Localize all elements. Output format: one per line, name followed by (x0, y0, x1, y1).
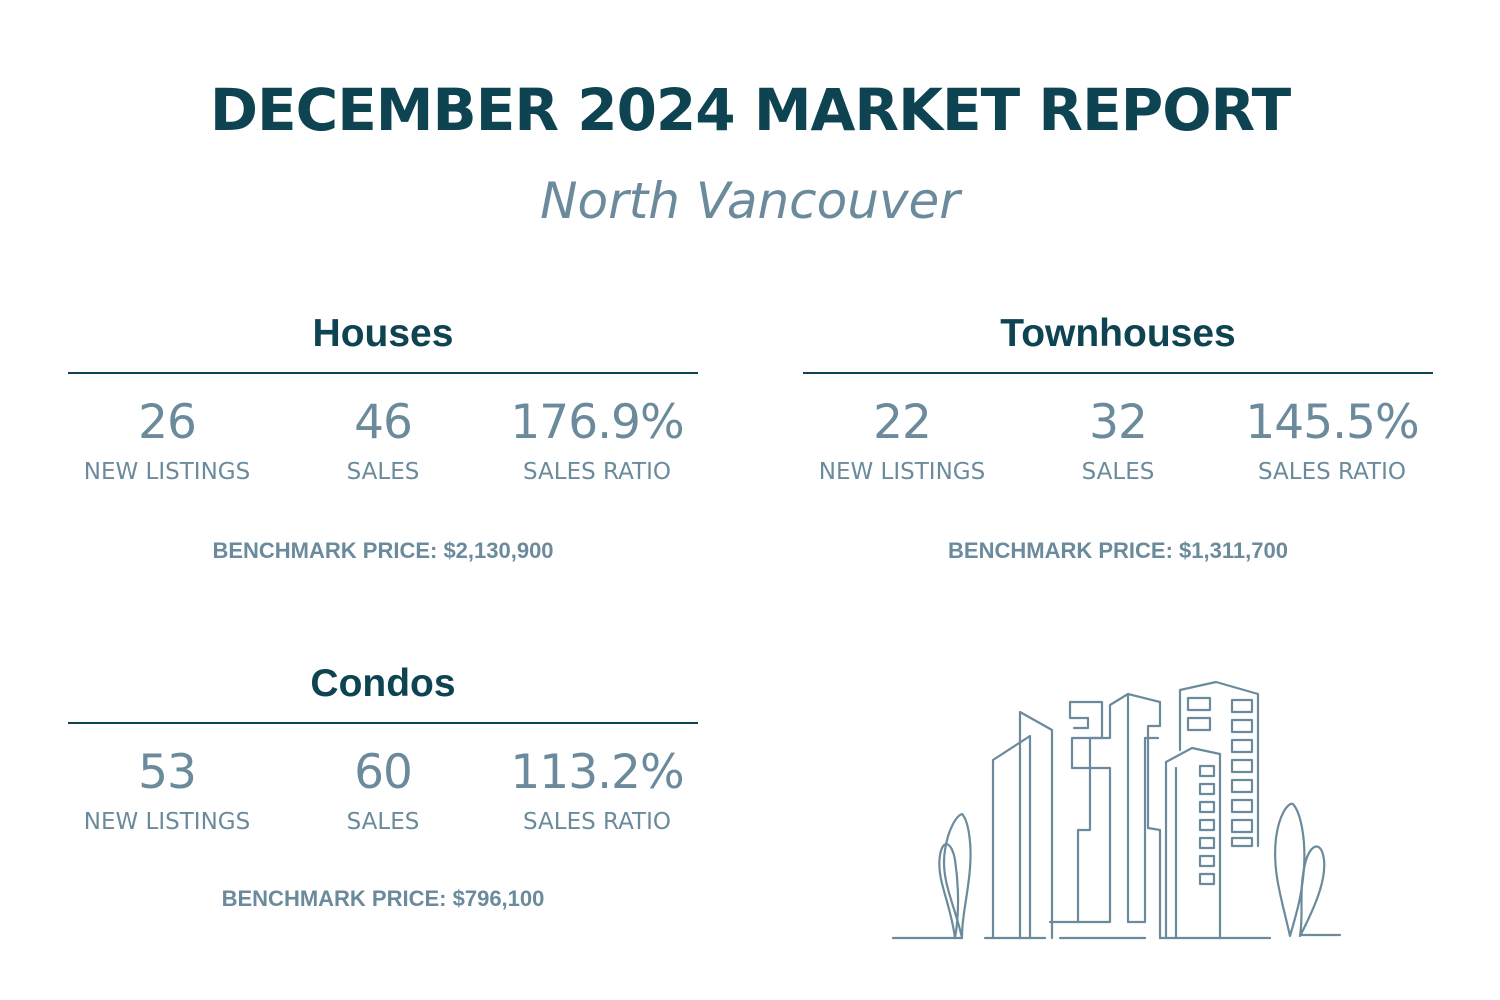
stat-sales-ratio: 176.9% SALES RATIO (490, 392, 704, 488)
section-title: Townhouses (1000, 312, 1236, 355)
stat-label: SALES (346, 459, 420, 485)
stat-label: NEW LISTINGS (83, 809, 251, 835)
stat-label: NEW LISTINGS (818, 459, 986, 485)
stat-label: SALES RATIO (523, 809, 671, 835)
stat-value: 176.9% (510, 395, 684, 450)
stat-new-listings: 53 NEW LISTINGS (60, 742, 274, 838)
benchmark-price: BENCHMARK PRICE: $2,130,900 (212, 538, 554, 563)
section-divider (68, 372, 698, 374)
stat-sales-ratio: 145.5% SALES RATIO (1225, 392, 1439, 488)
benchmark-price: BENCHMARK PRICE: $796,100 (221, 886, 545, 911)
stat-value: 60 (354, 745, 413, 800)
stat-value: 32 (1089, 395, 1148, 450)
stat-value: 46 (354, 395, 413, 450)
city-skyline-line-icon (891, 680, 1342, 940)
report-subtitle: North Vancouver (540, 172, 960, 230)
section-divider (803, 372, 1433, 374)
stat-value: 22 (873, 395, 932, 450)
stat-value: 113.2% (510, 745, 684, 800)
stat-label: SALES RATIO (1258, 459, 1406, 485)
stat-label: SALES RATIO (523, 459, 671, 485)
benchmark-price: BENCHMARK PRICE: $1,311,700 (948, 538, 1288, 563)
section-divider (68, 722, 698, 724)
stat-value: 26 (138, 395, 197, 450)
stat-label: NEW LISTINGS (83, 459, 251, 485)
report-title: DECEMBER 2024 MARKET REPORT (209, 76, 1291, 144)
stat-sales: 32 SALES (1011, 392, 1225, 488)
section-title: Condos (310, 662, 456, 705)
stat-value: 145.5% (1245, 395, 1419, 450)
stat-sales: 46 SALES (276, 392, 490, 488)
stat-new-listings: 26 NEW LISTINGS (60, 392, 274, 488)
stat-label: SALES (1081, 459, 1155, 485)
stat-new-listings: 22 NEW LISTINGS (795, 392, 1009, 488)
stat-label: SALES (346, 809, 420, 835)
stat-sales-ratio: 113.2% SALES RATIO (490, 742, 704, 838)
stat-sales: 60 SALES (276, 742, 490, 838)
section-title: Houses (312, 312, 454, 355)
stat-value: 53 (138, 745, 197, 800)
